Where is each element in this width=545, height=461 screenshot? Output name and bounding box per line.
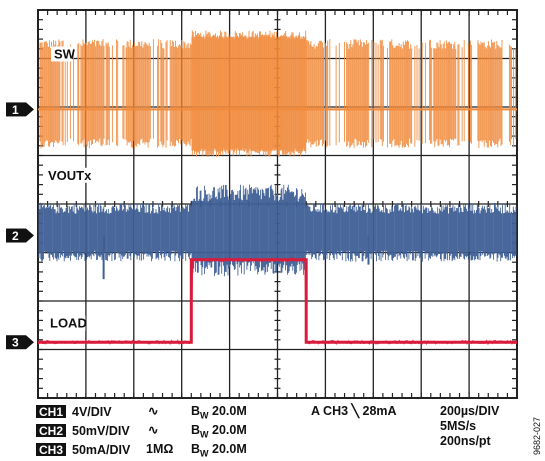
status-row-ch1: CH1 4V/DIV — [36, 405, 112, 419]
sample-rate: 5MS/s — [440, 419, 477, 433]
channel-marker-label-3: 3 — [12, 336, 19, 350]
status-row-ch3: CH3 50mA/DIV — [36, 443, 130, 457]
trigger-setting: A CH3 ╲ 28mA — [311, 404, 397, 418]
channel-marker-arrow-3 — [26, 335, 34, 350]
sw-label: SW — [54, 47, 76, 62]
ch1-bandwidth: BW 20.0M — [191, 404, 247, 421]
ch1-coupling: ∿ — [148, 404, 159, 418]
load-label: LOAD — [50, 316, 87, 331]
ch1-badge: CH1 — [36, 405, 67, 418]
ch3-scale: 50mA/DIV — [72, 443, 131, 457]
voutx-trace — [38, 184, 517, 277]
voutx-label-bg — [45, 167, 92, 183]
channel-marker-3 — [6, 335, 26, 350]
ch3-coupling: 1MΩ — [146, 442, 174, 456]
ch1-bw-value: 20.0M — [212, 404, 247, 418]
timebase: 200µs/DIV — [440, 404, 500, 418]
channel-marker-label-2: 2 — [12, 229, 19, 243]
ch2-badge: CH2 — [36, 424, 67, 437]
sw-label-bg — [51, 46, 73, 62]
channel-marker-label-1: 1 — [12, 103, 19, 117]
sw-burst-fill — [191, 36, 307, 151]
figure-id: 9682-027 — [532, 416, 542, 455]
channel-marker-arrow-1 — [26, 102, 34, 117]
channel-marker-2 — [6, 228, 26, 243]
ch3-bandwidth: BW 20.0M — [191, 442, 247, 459]
load-trace-noise — [37, 257, 518, 346]
ch3-badge: CH3 — [36, 443, 67, 456]
ch1-scale: 4V/DIV — [72, 405, 112, 419]
channel-marker-1 — [6, 102, 26, 117]
trace-labels: SW VOUTx LOAD — [45, 46, 92, 331]
ch2-coupling: ∿ — [148, 423, 159, 437]
channel-markers: 1 2 3 — [6, 102, 34, 350]
channel-marker-arrow-2 — [26, 228, 34, 243]
ch2-bw-value: 20.0M — [212, 423, 247, 437]
traces — [37, 30, 518, 346]
ch3-bw-value: 20.0M — [212, 442, 247, 456]
voutx-label: VOUTx — [48, 168, 92, 183]
status-row-ch2: CH2 50mV/DIV — [36, 424, 130, 438]
load-label-bg — [47, 315, 86, 331]
ch2-scale: 50mV/DIV — [72, 424, 130, 438]
ch2-bandwidth: BW 20.0M — [191, 423, 247, 440]
resolution: 200ns/pt — [440, 434, 491, 448]
